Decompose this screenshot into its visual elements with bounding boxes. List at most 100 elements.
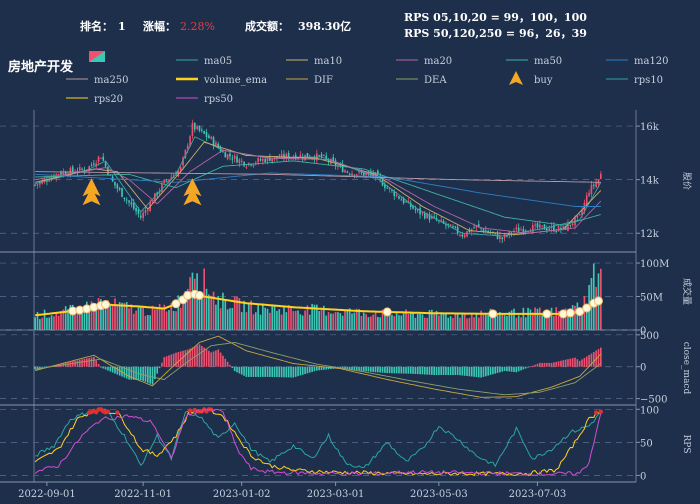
volume-bar (494, 317, 497, 330)
candle-body (522, 229, 525, 233)
candle-body (520, 229, 522, 231)
candle-body (100, 157, 102, 159)
volume-bar (595, 286, 597, 330)
macd-histogram-bar (377, 366, 379, 373)
header: 排名： 1 涨幅： 2.28% 成交额： 398.30亿 RPS 05,10,2… (80, 11, 587, 40)
candle-body (449, 224, 452, 227)
volume-bar (128, 308, 130, 330)
candle-body (102, 156, 105, 161)
x-tick-label: 2023-01-02 (213, 489, 271, 500)
macd-histogram-bar (125, 366, 128, 379)
macd-histogram-bar (97, 363, 100, 367)
macd-histogram-bar (543, 362, 546, 367)
legend-item-ma20: ma20 (396, 56, 452, 67)
volume-bar (431, 309, 433, 330)
candle-body (433, 216, 436, 218)
candle-body (515, 227, 518, 230)
macd-histogram-bar (254, 366, 257, 377)
volume-bar (581, 310, 583, 330)
volume-bar (517, 315, 520, 330)
candle-body (499, 235, 501, 240)
candle-body (562, 226, 565, 229)
volume-panel (34, 263, 603, 330)
candle-body (459, 234, 461, 236)
candle-body (243, 161, 245, 166)
volume-marker (382, 307, 392, 317)
candle-body (398, 196, 400, 199)
candle-body (440, 219, 443, 221)
volume-bar (236, 296, 238, 330)
volume-bar (414, 317, 417, 330)
rps20-line (34, 408, 602, 477)
macd-histogram-bar (529, 366, 532, 368)
tick-label: 0 (640, 471, 646, 482)
volume-bar (297, 310, 299, 330)
macd-histogram-bar (252, 366, 255, 377)
candle-body (198, 125, 201, 131)
volume-bar (264, 307, 267, 330)
volume-bar (118, 302, 121, 330)
volume-bar (48, 317, 51, 330)
legend-label: buy (534, 75, 553, 86)
candle-body (590, 184, 593, 195)
macd-histogram-bar (222, 355, 224, 367)
volume-bar (548, 310, 551, 330)
macd-histogram-bar (292, 366, 295, 378)
macd-histogram-bar (219, 352, 222, 367)
volume-bar (534, 307, 536, 330)
volume-bar (341, 315, 344, 330)
volume-bar (163, 304, 166, 330)
macd-histogram-bar (69, 361, 72, 367)
volume-bar (320, 308, 323, 330)
macd-histogram-bar (236, 366, 238, 373)
volume-bar (292, 311, 295, 330)
volume-bar (513, 308, 515, 330)
volume-bar (531, 312, 534, 330)
macd-histogram-bar (515, 366, 518, 373)
volume-bar (381, 309, 384, 330)
macd-histogram-bar (578, 360, 581, 367)
macd-histogram-bar (313, 366, 316, 372)
macd-histogram-bar (71, 361, 74, 367)
macd-histogram-bar (304, 366, 306, 375)
legend-label: rps10 (634, 75, 663, 86)
volume-bar (271, 306, 274, 330)
candle-body (250, 164, 252, 166)
macd-histogram-bar (308, 366, 311, 373)
macd-histogram-bar (41, 366, 44, 368)
volume-bar (578, 309, 581, 330)
volume-bar (123, 302, 126, 330)
legend-item-rps10: rps10 (606, 75, 663, 86)
macd-histogram-bar (365, 366, 367, 372)
candle-body (320, 154, 323, 157)
macd-histogram-bar (186, 349, 189, 367)
tick-label: 16k (640, 122, 660, 133)
volume-bar (468, 317, 471, 330)
macd-histogram-bar (588, 354, 590, 367)
volume-bar (398, 315, 400, 330)
volume-bar (186, 288, 189, 330)
candle-body (421, 212, 424, 214)
volume-bar (39, 319, 41, 330)
candle-body (217, 143, 220, 148)
candle-body (557, 226, 560, 232)
candle-body (165, 180, 168, 182)
swatch-down (89, 51, 105, 62)
macd-histogram-bar (212, 351, 215, 367)
macd-histogram-bar (100, 366, 102, 368)
ma50-line (35, 160, 601, 226)
sector-title: 房地产开发 (8, 59, 74, 75)
volume-bar (384, 311, 386, 330)
volume-bar (332, 313, 335, 330)
rps-strength-marker (598, 409, 604, 414)
macd-histogram-bar (257, 366, 259, 377)
volume-bar (454, 312, 457, 330)
candle-body (210, 136, 213, 139)
volume-bar (330, 313, 332, 330)
volume-bar (137, 306, 140, 330)
volume-bar (372, 314, 374, 330)
macd-histogram-bar (238, 366, 241, 374)
candle-body (423, 213, 426, 219)
candle-body (57, 173, 60, 175)
macd-histogram-bar (590, 353, 593, 367)
